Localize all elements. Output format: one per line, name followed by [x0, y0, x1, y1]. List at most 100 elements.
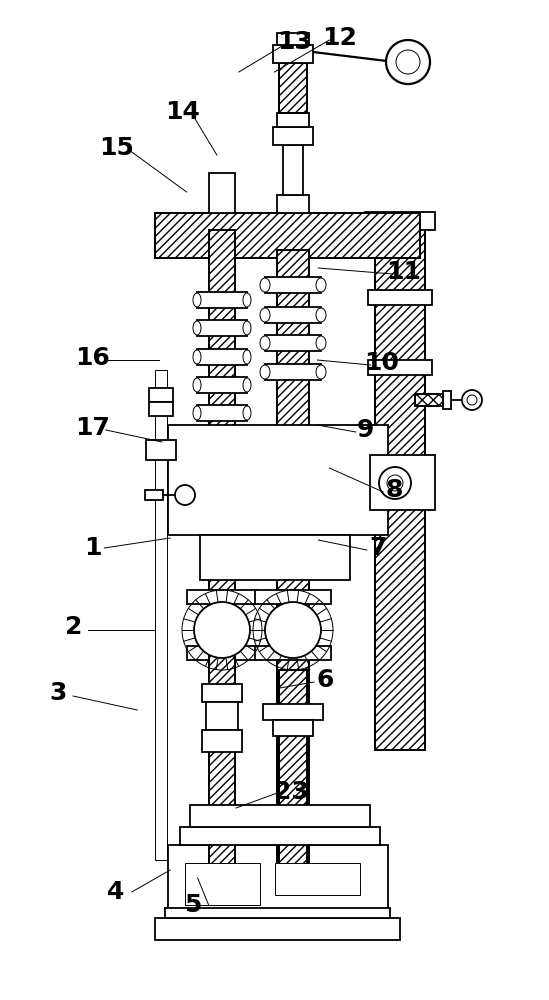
- Bar: [273, 45, 313, 63]
- Circle shape: [386, 40, 430, 84]
- Text: 4: 4: [107, 880, 124, 904]
- Circle shape: [462, 390, 482, 410]
- Text: 1: 1: [85, 536, 102, 560]
- Circle shape: [379, 467, 411, 499]
- Ellipse shape: [193, 406, 201, 420]
- Text: 12: 12: [322, 26, 357, 50]
- Bar: [168, 845, 388, 920]
- Bar: [155, 918, 400, 940]
- Bar: [187, 646, 257, 660]
- Bar: [255, 646, 331, 660]
- Ellipse shape: [243, 378, 251, 392]
- Bar: [375, 220, 425, 750]
- Bar: [375, 220, 425, 750]
- Text: 16: 16: [75, 346, 110, 370]
- Text: 13: 13: [277, 30, 312, 54]
- Text: 6: 6: [317, 668, 334, 692]
- Circle shape: [175, 485, 195, 505]
- Bar: [149, 388, 173, 402]
- Text: 11: 11: [386, 260, 421, 284]
- Ellipse shape: [193, 378, 201, 392]
- Bar: [197, 292, 247, 308]
- Bar: [209, 655, 235, 870]
- Bar: [277, 33, 309, 45]
- Ellipse shape: [193, 293, 201, 307]
- Ellipse shape: [260, 365, 270, 379]
- Circle shape: [396, 50, 420, 74]
- Bar: [165, 908, 390, 918]
- Ellipse shape: [243, 293, 251, 307]
- Circle shape: [467, 395, 477, 405]
- Bar: [197, 349, 247, 365]
- Ellipse shape: [193, 321, 201, 335]
- Bar: [197, 320, 247, 336]
- Bar: [277, 195, 309, 213]
- Ellipse shape: [243, 321, 251, 335]
- Bar: [168, 425, 388, 535]
- Text: 7: 7: [369, 536, 386, 560]
- Bar: [273, 720, 313, 736]
- Bar: [279, 670, 307, 870]
- Ellipse shape: [260, 278, 270, 292]
- Ellipse shape: [316, 308, 326, 322]
- Bar: [279, 670, 307, 870]
- Bar: [180, 827, 380, 845]
- Bar: [185, 863, 260, 905]
- Text: 14: 14: [165, 100, 200, 124]
- Circle shape: [194, 602, 250, 658]
- Bar: [206, 702, 238, 730]
- Bar: [368, 290, 432, 305]
- Text: 15: 15: [99, 136, 134, 160]
- Ellipse shape: [243, 350, 251, 364]
- Bar: [146, 440, 176, 460]
- Bar: [202, 684, 242, 702]
- Bar: [265, 307, 321, 323]
- Bar: [283, 145, 303, 195]
- Text: 3: 3: [49, 681, 66, 705]
- Bar: [155, 213, 420, 258]
- Bar: [368, 360, 432, 375]
- Bar: [370, 455, 435, 510]
- Bar: [145, 490, 163, 500]
- Bar: [365, 212, 435, 230]
- Bar: [209, 173, 235, 213]
- Ellipse shape: [316, 278, 326, 292]
- Bar: [190, 805, 370, 827]
- Bar: [197, 377, 247, 393]
- Bar: [202, 730, 242, 752]
- Bar: [200, 535, 350, 580]
- Bar: [277, 250, 309, 870]
- Bar: [415, 394, 443, 406]
- Bar: [415, 394, 443, 406]
- Bar: [265, 335, 321, 351]
- Bar: [255, 590, 331, 604]
- Ellipse shape: [316, 336, 326, 350]
- Bar: [443, 391, 451, 409]
- Text: 23: 23: [273, 780, 309, 804]
- Circle shape: [387, 475, 403, 491]
- Ellipse shape: [243, 406, 251, 420]
- Circle shape: [265, 602, 321, 658]
- Text: 5: 5: [184, 893, 202, 917]
- Bar: [279, 63, 307, 113]
- Bar: [277, 250, 309, 870]
- Bar: [197, 405, 247, 421]
- Bar: [265, 277, 321, 293]
- Bar: [155, 213, 420, 258]
- Bar: [149, 402, 173, 416]
- Ellipse shape: [193, 350, 201, 364]
- Bar: [155, 370, 167, 860]
- Bar: [263, 704, 323, 720]
- Ellipse shape: [260, 336, 270, 350]
- Text: 8: 8: [385, 478, 403, 502]
- Bar: [279, 63, 307, 113]
- Bar: [187, 590, 257, 604]
- Text: 2: 2: [65, 615, 83, 639]
- Bar: [209, 655, 235, 870]
- Bar: [273, 127, 313, 145]
- Ellipse shape: [260, 308, 270, 322]
- Bar: [277, 113, 309, 127]
- Bar: [275, 863, 360, 895]
- Text: 17: 17: [75, 416, 110, 440]
- Text: 10: 10: [364, 351, 399, 375]
